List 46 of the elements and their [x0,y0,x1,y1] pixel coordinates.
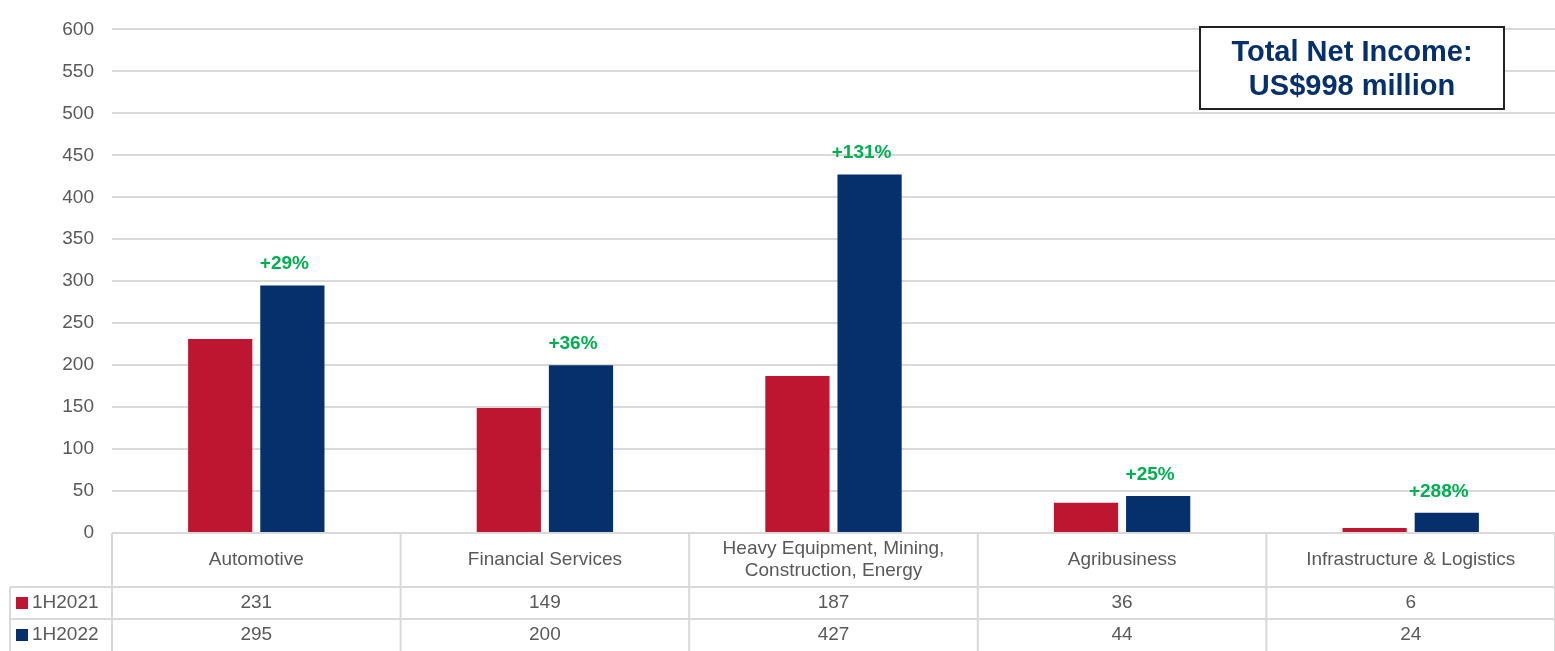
y-tick-label: 250 [62,311,94,333]
x-tick-label: Agribusiness [1067,548,1177,570]
data-label: 295 [240,623,273,645]
x-tick-label: Heavy Equipment, Mining, Construction, Energy [722,537,945,581]
bar [548,365,614,532]
x-tick-label: Automotive [208,548,304,570]
bar [1053,502,1119,532]
data-label: 231 [240,591,273,613]
bar [837,174,902,532]
y-tick-label: 50 [72,479,94,501]
bar [1342,527,1407,532]
bar [188,339,253,532]
data-label: 24 [1400,623,1422,645]
y-tick-label: 0 [83,521,94,543]
y-tick-label: 200 [62,353,94,375]
y-tick-label: 600 [62,17,94,39]
y-tick-label: 500 [62,101,94,123]
y-tick-label: 450 [62,143,94,165]
annotation: +288% [1408,479,1469,501]
y-tick-label: 550 [62,59,94,81]
y-tick-label: 400 [62,185,94,207]
data-label: 36 [1111,591,1133,613]
data-label: 200 [529,623,561,645]
x-tick-label: Financial Services [467,548,622,570]
data-label: 187 [817,591,850,613]
data-label: 6 [1405,591,1416,613]
annotation: +131% [831,141,892,163]
y-tick-label: 350 [62,227,94,249]
annotation: +29% [259,252,310,274]
bar [476,407,541,532]
annotation: +25% [1125,462,1175,484]
legend-label: 1H2021 [32,591,99,613]
annotation: +36% [548,331,598,353]
y-tick-label: 100 [62,437,94,459]
bar [1414,512,1479,532]
bar [765,376,830,532]
bar [260,285,325,532]
legend-label: 1H2022 [32,623,99,645]
y-tick-label: 150 [62,395,94,417]
data-label: 427 [817,623,850,645]
data-label: 149 [529,591,561,613]
annotation: Total Net Income: US$998 million [1199,26,1505,110]
x-tick-label: Infrastructure & Logistics [1306,548,1516,570]
data-label: 44 [1111,623,1134,645]
y-tick-label: 300 [62,269,94,291]
bar [1126,496,1191,532]
